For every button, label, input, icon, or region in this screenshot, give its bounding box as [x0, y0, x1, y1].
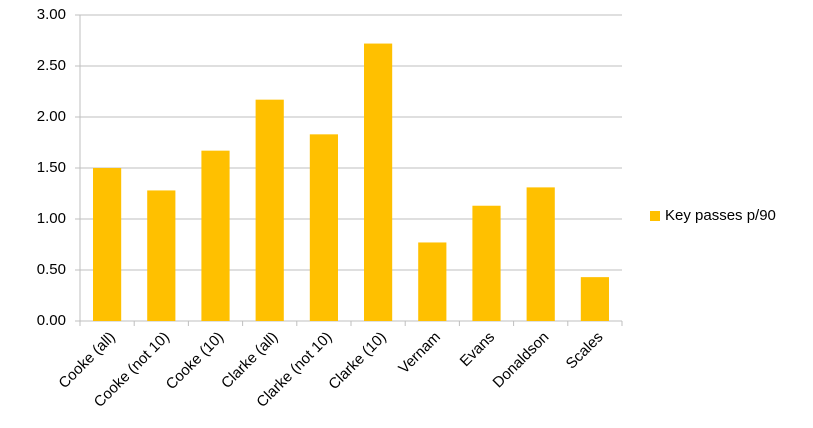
- bar: [418, 242, 447, 321]
- y-tick-label: 1.50: [37, 159, 66, 176]
- x-tick-label: Donaldson: [490, 329, 553, 392]
- bar: [580, 277, 609, 321]
- y-tick-label: 0.50: [37, 261, 66, 278]
- y-tick-label: 1.00: [37, 210, 66, 227]
- bar: [201, 150, 230, 321]
- legend-swatch: [650, 211, 660, 221]
- legend-label: Key passes p/90: [665, 207, 776, 224]
- bar: [255, 99, 284, 321]
- bar: [472, 205, 501, 321]
- x-tick-label: Clarke (10): [325, 329, 389, 393]
- x-tick-label: Vernam: [395, 329, 444, 378]
- x-tick-label: Cooke (10): [163, 329, 227, 393]
- y-tick-label: 2.00: [37, 108, 66, 125]
- y-tick-label: 2.50: [37, 57, 66, 74]
- x-tick-label: Evans: [457, 329, 499, 371]
- y-tick-label: 3.00: [37, 6, 66, 23]
- bar: [147, 190, 176, 321]
- y-tick-label: 0.00: [37, 312, 66, 329]
- bar: [309, 134, 338, 321]
- bar: [364, 43, 393, 322]
- bar: [93, 168, 122, 321]
- bar: [526, 187, 555, 321]
- x-tick-label: Scales: [563, 329, 607, 373]
